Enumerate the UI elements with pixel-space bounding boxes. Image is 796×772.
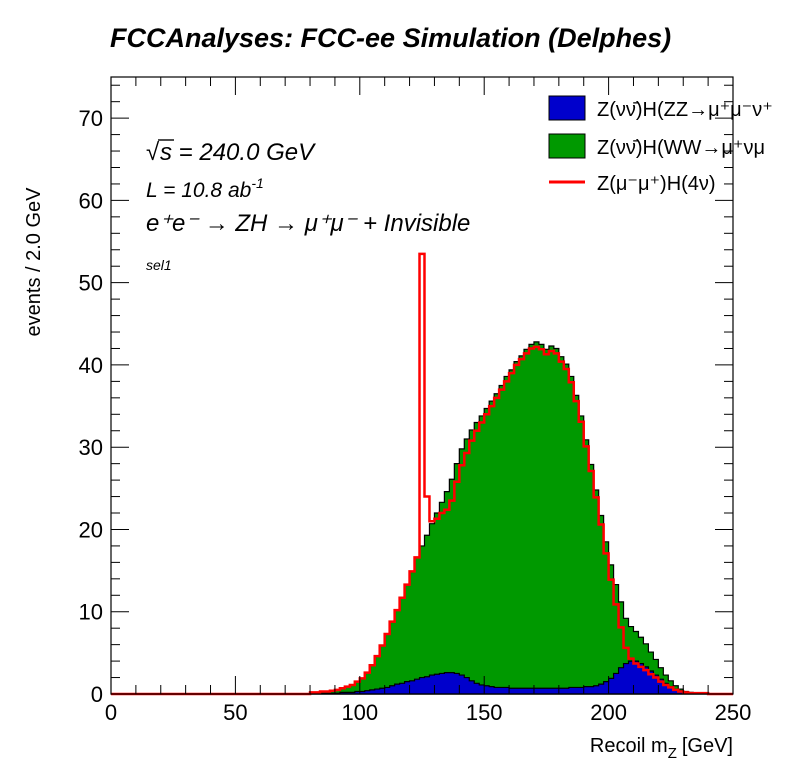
sqrt-s-text: s = 240.0 GeV	[160, 139, 316, 166]
legend-swatch-zz	[548, 95, 586, 121]
y-axis-label: events / 2.0 GeV	[23, 187, 45, 337]
y-axis-ticks: 0 10 20 30 40 50 60 70	[79, 84, 733, 707]
luminosity-prefix: L = 10.8 ab	[146, 179, 252, 202]
stacked-fills	[111, 341, 733, 695]
histogram-zz-fill	[111, 660, 733, 695]
signal-line	[111, 252, 733, 696]
x-axis-label: Recoil mZ [GeV]	[590, 735, 733, 762]
y-tick-label: 20	[79, 517, 103, 542]
y-tick-label: 70	[79, 106, 103, 131]
legend-label-signal: Z(μ⁻μ⁺)H(4ν)	[597, 173, 716, 195]
legend: Z(νν̄)H(ZZ→μ⁺μ⁻ν⁺ Z(νν̄)H(WW→μ⁺νμ Z(μ⁻μ⁺…	[548, 95, 773, 195]
x-tick-label: 100	[341, 700, 378, 725]
x-tick-label: 0	[105, 700, 117, 725]
y-tick-label: 40	[79, 353, 103, 378]
histogram-signal-line	[111, 252, 733, 696]
x-axis-ticks: 0 50 100 150 200 250	[105, 77, 751, 725]
x-axis-label-sub: Z	[668, 745, 677, 762]
y-tick-label: 30	[79, 435, 103, 460]
y-tick-label: 60	[79, 188, 103, 213]
legend-swatch-ww	[548, 133, 586, 159]
histogram-ww-fill	[111, 341, 733, 695]
luminosity-exp: -1	[251, 175, 263, 191]
x-tick-label: 50	[223, 700, 247, 725]
luminosity-label: L = 10.8 ab-1	[146, 175, 264, 202]
annotation-sqrt-s: √ s = 240.0 GeV	[146, 139, 316, 166]
x-tick-label: 150	[466, 700, 503, 725]
legend-label-ww: Z(νν̄)H(WW→μ⁺νμ	[597, 137, 765, 159]
plot-frame	[110, 76, 734, 695]
chart-title: FCCAnalyses: FCC-ee Simulation (Delphes)	[110, 23, 671, 53]
y-tick-label: 50	[79, 271, 103, 296]
x-tick-label: 250	[715, 700, 752, 725]
process-label: e⁺e⁻ → ZH → μ⁺μ⁻ + Invisible	[146, 210, 470, 237]
legend-label-zz: Z(νν̄)H(ZZ→μ⁺μ⁻ν⁺	[597, 99, 773, 121]
x-axis-label-main: Recoil m	[590, 735, 668, 757]
selection-label: sel1	[146, 257, 172, 273]
y-tick-label: 0	[91, 682, 103, 707]
y-tick-label: 10	[79, 600, 103, 625]
plot-border	[110, 76, 734, 695]
sqrt-symbol: √	[146, 139, 160, 166]
x-tick-label: 200	[590, 700, 627, 725]
x-axis-label-unit: [GeV]	[682, 735, 733, 757]
